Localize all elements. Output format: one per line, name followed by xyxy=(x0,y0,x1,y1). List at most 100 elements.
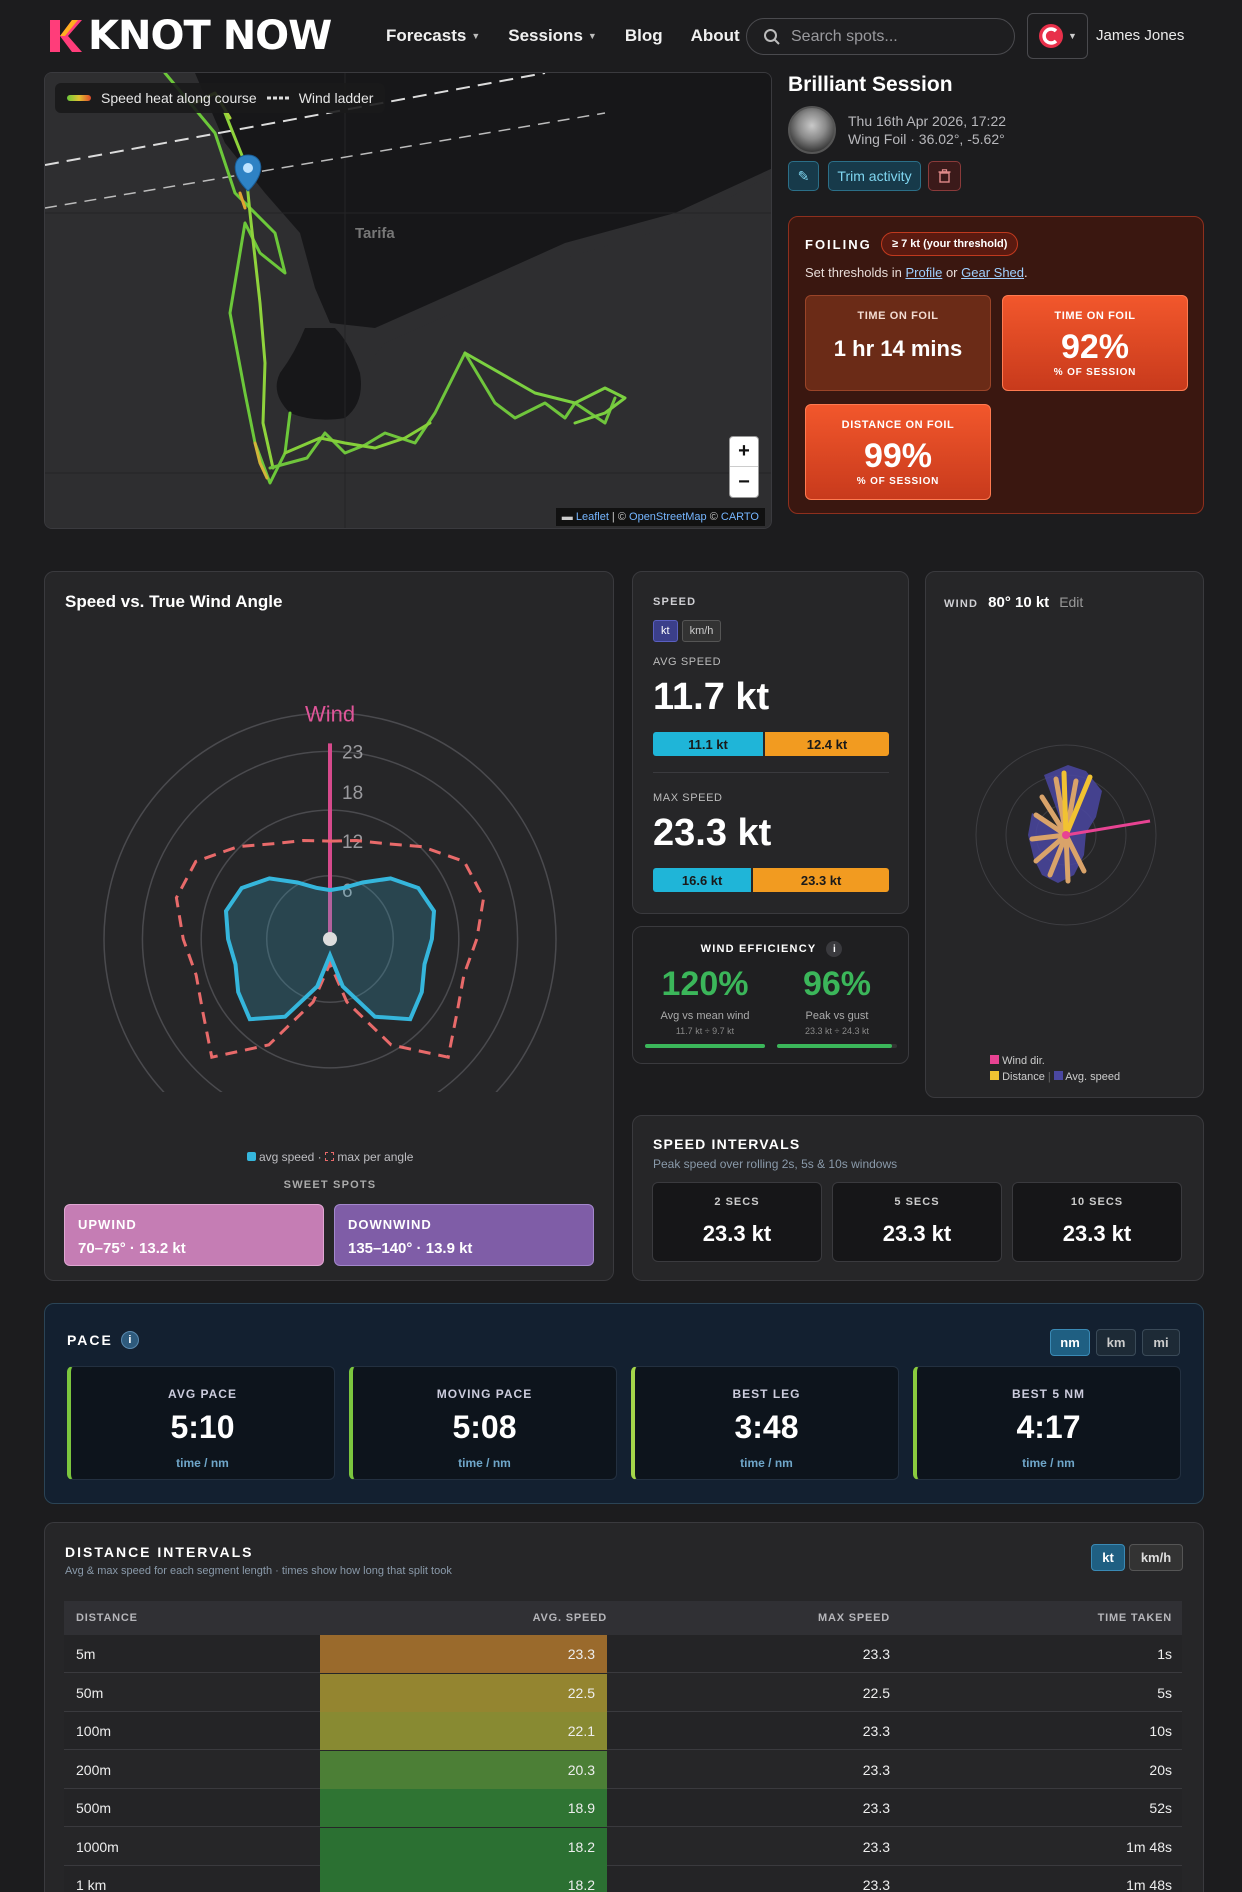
cell-avg-speed: 23.3 xyxy=(320,1635,607,1673)
pace-card-value: 3:48 xyxy=(734,1409,799,1445)
nav-forecasts[interactable]: Forecasts ▼ xyxy=(386,26,480,46)
polar-panel: Speed vs. True Wind Angle Wind 23 18 12 6 av… xyxy=(44,571,614,1281)
unit-kmh-button[interactable]: km/h xyxy=(681,620,722,642)
cell-time: 52s xyxy=(1149,1800,1172,1816)
user-menu-button[interactable]: ▼ xyxy=(1027,13,1088,59)
pace-unit-mi[interactable]: mi xyxy=(1142,1329,1180,1356)
session-map[interactable]: Tarifa Speed heat along course Wind ladd… xyxy=(44,72,772,529)
unit-kt-button[interactable]: kt xyxy=(653,620,678,642)
trim-activity-button[interactable]: Trim activity xyxy=(828,161,921,191)
sweet-spots-title: SWEET SPOTS xyxy=(283,1179,377,1191)
athlete-avatar xyxy=(788,106,836,154)
nav-forecasts-label: Forecasts xyxy=(386,26,467,45)
divider xyxy=(653,772,889,773)
cell-time: 10s xyxy=(1149,1723,1172,1739)
main-nav: Forecasts ▼ Sessions ▼ Blog About xyxy=(386,26,768,46)
speed-split-segment: 23.3 kt xyxy=(753,868,889,892)
efficiency-title: WIND EFFICIENCY xyxy=(700,943,817,955)
cell-time: 5s xyxy=(1157,1684,1172,1701)
cell-max-speed: 23.3 xyxy=(862,1877,890,1892)
efficiency-header: WIND EFFICIENCY i xyxy=(633,941,910,957)
interval-label: 10 SECS xyxy=(1070,1196,1124,1208)
edit-session-button[interactable]: ✎ xyxy=(788,161,819,191)
sweet-spot-downwind: DOWNWIND 135–140° · 13.9 kt xyxy=(334,1204,594,1266)
table-row: 1000m 18.2 23.3 1m 48s xyxy=(64,1827,1182,1866)
nav-about[interactable]: About xyxy=(691,26,740,46)
pace-unit-nm[interactable]: nm xyxy=(1050,1329,1090,1356)
table-row: 500m 18.9 23.3 52s xyxy=(64,1789,1182,1827)
distance-swatch xyxy=(990,1071,999,1080)
cell-distance: 1 km xyxy=(76,1877,107,1892)
max-speed-split-bar: 16.6 kt 23.3 kt xyxy=(653,868,889,892)
cell-max-speed: 22.5 xyxy=(862,1684,890,1701)
legend-separator: | xyxy=(1047,1071,1051,1083)
threshold-badge: ≥ 7 kt (your threshold) xyxy=(881,232,1019,256)
gear-shed-link[interactable]: Gear Shed xyxy=(961,265,1025,280)
speed-panel: SPEED kt km/h AVG SPEED 11.7 kt 11.1 kt 1… xyxy=(632,571,909,914)
pace-card-unit: time / nm xyxy=(740,1456,793,1470)
map-legend: Speed heat along course Wind ladder xyxy=(55,83,386,113)
delete-session-button[interactable] xyxy=(928,161,961,191)
session-sport-location: Wing Foil · 36.02°, -5.62° xyxy=(848,131,1005,147)
max-speed-value: 23.3 kt xyxy=(653,812,772,854)
sweet-spot-value: 135–140° · 13.9 kt xyxy=(348,1240,473,1257)
wind-header: WIND 80° 10 kt Edit xyxy=(944,594,1083,611)
leaflet-link[interactable]: Leaflet xyxy=(575,511,609,523)
legend-distance: Distance xyxy=(1002,1071,1045,1083)
col-distance: DISTANCE xyxy=(76,1612,138,1624)
polar-ring xyxy=(103,712,557,1092)
wind-rose-chart xyxy=(975,744,1157,926)
efficiency-detail: 11.7 kt ÷ 9.7 kt xyxy=(675,1026,735,1036)
card-value: 92% xyxy=(1060,328,1130,366)
thresholds-or: or xyxy=(945,265,958,280)
pace-card-title: MOVING PACE xyxy=(436,1387,533,1401)
search-box[interactable] xyxy=(746,18,1015,55)
interval-5s-card: 5 SECS 23.3 kt xyxy=(832,1182,1002,1262)
session-title: Brilliant Session xyxy=(788,73,953,96)
legend-separator: · xyxy=(317,1150,322,1164)
carto-link[interactable]: CARTO xyxy=(720,511,759,523)
distance-on-foil-card: DISTANCE ON FOIL 99% % OF SESSION xyxy=(805,404,991,500)
cell-time: 20s xyxy=(1149,1761,1172,1778)
nav-blog[interactable]: Blog xyxy=(625,26,663,46)
cell-distance: 500m xyxy=(76,1800,112,1816)
wind-legend: Wind dir. Distance | Avg. speed xyxy=(990,1053,1120,1085)
search-input[interactable] xyxy=(791,27,991,46)
intervals-subtitle: Peak speed over rolling 2s, 5s & 10s win… xyxy=(653,1157,898,1171)
zoom-in-button[interactable]: + xyxy=(730,437,758,467)
nav-sessions[interactable]: Sessions ▼ xyxy=(508,26,597,46)
cell-distance: 100m xyxy=(76,1723,112,1739)
table-row: 100m 22.1 23.3 10s xyxy=(64,1712,1182,1750)
avg-speed-value: 11.7 kt xyxy=(653,676,770,718)
info-icon[interactable]: i xyxy=(826,941,843,957)
legend-avg-speed: Avg. speed xyxy=(1065,1071,1121,1083)
avg-speed-label: AVG SPEED xyxy=(653,656,722,668)
wind-edit-link[interactable]: Edit xyxy=(1059,594,1084,610)
sweet-spot-label: DOWNWIND xyxy=(348,1217,432,1232)
moving-pace-card: MOVING PACE 5:08 time / nm xyxy=(349,1366,617,1480)
polar-legend: avg speed · max per angle xyxy=(45,1150,615,1164)
info-icon[interactable]: i xyxy=(120,1331,139,1349)
brand-logo[interactable]: KNOT NOW xyxy=(48,13,332,59)
user-name: James Jones xyxy=(1096,27,1185,44)
distance-unit-kt[interactable]: kt xyxy=(1091,1544,1125,1571)
efficiency-label: Avg vs mean wind xyxy=(660,1010,750,1022)
osm-link[interactable]: OpenStreetMap xyxy=(629,511,707,523)
brand-k-icon xyxy=(50,20,82,52)
interval-label: 5 SECS xyxy=(894,1196,940,1208)
pace-header: PACE i xyxy=(67,1331,139,1349)
cell-avg-speed: 22.5 xyxy=(320,1673,607,1712)
best-5nm-card: BEST 5 NM 4:17 time / nm xyxy=(913,1366,1181,1480)
zoom-out-button[interactable]: − xyxy=(738,470,750,493)
cell-distance: 5m xyxy=(76,1646,96,1662)
pace-title: PACE xyxy=(67,1332,113,1348)
sweet-spot-value: 70–75° · 13.2 kt xyxy=(78,1240,186,1257)
distance-unit-kmh[interactable]: km/h xyxy=(1129,1544,1183,1571)
polar-tick-label: 18 xyxy=(342,783,363,804)
pace-unit-km[interactable]: km xyxy=(1096,1329,1136,1356)
profile-link[interactable]: Profile xyxy=(905,265,943,280)
dashed-line-icon xyxy=(266,96,289,100)
pace-card-title: BEST LEG xyxy=(732,1387,801,1401)
trash-icon xyxy=(938,169,951,183)
legend-speed-label: Speed heat along course xyxy=(101,90,257,106)
